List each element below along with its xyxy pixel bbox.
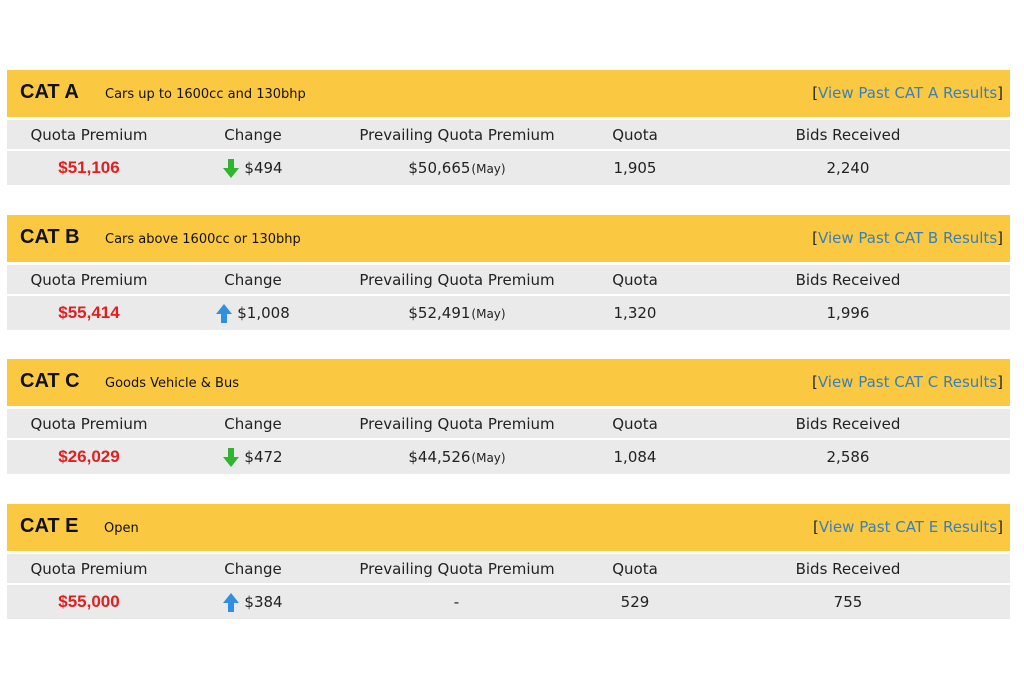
category-description: Cars up to 1600cc and 130bhp — [105, 87, 306, 102]
header-change: Change — [224, 270, 282, 289]
view-past-cat-b-results-link[interactable]: View Past CAT B Results — [818, 229, 998, 247]
header-prevailing-quota-premium: Prevailing Quota Premium — [359, 559, 555, 578]
header-prevailing-quota-premium: Prevailing Quota Premium — [359, 414, 555, 433]
bids-received-value: 2,586 — [826, 448, 870, 466]
category-cat-e: CAT E Open [View Past CAT E Results] Quo… — [7, 504, 1010, 619]
value-row: $26,029 $472 $44,526 (May) 1,084 2,586 — [7, 440, 1010, 474]
prevailing-cell: - — [335, 585, 579, 619]
category-cat-b: CAT B Cars above 1600cc or 130bhp [View … — [7, 215, 1010, 330]
prevailing-cell: $52,491 (May) — [335, 296, 579, 330]
prevailing-premium-value: $44,526 — [408, 448, 471, 466]
column-header-row: Quota Premium Change Prevailing Quota Pr… — [7, 554, 1010, 583]
header-bids-received: Bids Received — [795, 125, 901, 144]
bids-received-value: 1,996 — [826, 304, 870, 322]
prevailing-month: (May) — [471, 451, 506, 465]
header-change: Change — [224, 414, 282, 433]
premium-cell: $55,000 — [7, 585, 171, 619]
prevailing-cell: $44,526 (May) — [335, 440, 579, 474]
category-header: CAT A Cars up to 1600cc and 130bhp [View… — [7, 70, 1010, 117]
value-row: $55,000 $384 - 529 755 — [7, 585, 1010, 619]
link-bracket-close: ] — [997, 84, 1003, 102]
bids-received-value: 2,240 — [826, 159, 870, 177]
prevailing-premium-value: - — [453, 593, 460, 611]
header-quota: Quota — [612, 559, 658, 578]
change-cell: $494 — [171, 151, 335, 185]
premium-cell: $26,029 — [7, 440, 171, 474]
header-quota-premium: Quota Premium — [30, 125, 148, 144]
header-quota: Quota — [612, 125, 658, 144]
category-code: CAT B — [20, 226, 80, 248]
past-results-link-wrapper: [View Past CAT C Results] — [812, 373, 1003, 391]
column-header-row: Quota Premium Change Prevailing Quota Pr… — [7, 265, 1010, 294]
category-header: CAT E Open [View Past CAT E Results] — [7, 504, 1010, 551]
change-cell: $472 — [171, 440, 335, 474]
value-row: $55,414 $1,008 $52,491 (May) 1,320 1,996 — [7, 296, 1010, 330]
bids-received-value: 755 — [833, 593, 863, 611]
down-arrow-icon — [223, 158, 240, 178]
header-quota: Quota — [612, 270, 658, 289]
past-results-link-wrapper: [View Past CAT B Results] — [812, 229, 1003, 247]
category-code: CAT A — [20, 81, 79, 103]
quota-value: 1,905 — [613, 159, 657, 177]
prevailing-premium-value: $52,491 — [408, 304, 471, 322]
header-bids-received: Bids Received — [795, 270, 901, 289]
change-cell: $384 — [171, 585, 335, 619]
quota-premium-value: $51,106 — [58, 158, 120, 177]
header-prevailing-quota-premium: Prevailing Quota Premium — [359, 270, 555, 289]
header-prevailing-quota-premium: Prevailing Quota Premium — [359, 125, 555, 144]
down-arrow-icon — [223, 447, 240, 467]
category-header: CAT C Goods Vehicle & Bus [View Past CAT… — [7, 359, 1010, 406]
premium-cell: $55,414 — [7, 296, 171, 330]
category-description: Cars above 1600cc or 130bhp — [105, 232, 301, 247]
header-quota-premium: Quota Premium — [30, 414, 148, 433]
up-arrow-icon — [223, 592, 240, 612]
header-bids-received: Bids Received — [795, 414, 901, 433]
quota-premium-value: $55,000 — [58, 592, 120, 611]
category-cat-a: CAT A Cars up to 1600cc and 130bhp [View… — [7, 70, 1010, 185]
link-bracket-close: ] — [997, 229, 1003, 247]
past-results-link-wrapper: [View Past CAT A Results] — [812, 84, 1003, 102]
header-change: Change — [224, 125, 282, 144]
change-cell: $1,008 — [171, 296, 335, 330]
change-value: $472 — [244, 448, 283, 466]
link-bracket-close: ] — [997, 518, 1003, 536]
quota-value: 1,320 — [613, 304, 657, 322]
link-bracket-close: ] — [997, 373, 1003, 391]
premium-cell: $51,106 — [7, 151, 171, 185]
category-cat-c: CAT C Goods Vehicle & Bus [View Past CAT… — [7, 359, 1010, 474]
category-code: CAT E — [20, 515, 79, 537]
view-past-cat-e-results-link[interactable]: View Past CAT E Results — [818, 518, 998, 536]
header-quota-premium: Quota Premium — [30, 559, 148, 578]
link-bracket-open: [ — [811, 373, 818, 391]
prevailing-premium-value: $50,665 — [408, 159, 471, 177]
prevailing-month: (May) — [471, 162, 506, 176]
prevailing-cell: $50,665 (May) — [335, 151, 579, 185]
change-value: $1,008 — [237, 304, 290, 322]
category-header: CAT B Cars above 1600cc or 130bhp [View … — [7, 215, 1010, 262]
header-quota-premium: Quota Premium — [30, 270, 148, 289]
quota-value: 529 — [620, 593, 650, 611]
category-description: Open — [104, 521, 139, 536]
link-bracket-open: [ — [812, 229, 819, 247]
column-header-row: Quota Premium Change Prevailing Quota Pr… — [7, 120, 1010, 149]
header-bids-received: Bids Received — [795, 559, 901, 578]
view-past-cat-a-results-link[interactable]: View Past CAT A Results — [818, 84, 998, 102]
category-code: CAT C — [20, 370, 80, 392]
category-description: Goods Vehicle & Bus — [105, 376, 239, 391]
up-arrow-icon — [216, 303, 233, 323]
header-change: Change — [224, 559, 282, 578]
link-bracket-open: [ — [812, 518, 819, 536]
header-quota: Quota — [612, 414, 658, 433]
quota-premium-value: $55,414 — [58, 303, 120, 322]
prevailing-month: (May) — [471, 307, 506, 321]
value-row: $51,106 $494 $50,665 (May) 1,905 2,240 — [7, 151, 1010, 185]
quota-premium-value: $26,029 — [58, 447, 120, 466]
past-results-link-wrapper: [View Past CAT E Results] — [813, 518, 1003, 536]
link-bracket-open: [ — [812, 84, 819, 102]
change-value: $494 — [244, 159, 283, 177]
change-value: $384 — [244, 593, 283, 611]
column-header-row: Quota Premium Change Prevailing Quota Pr… — [7, 409, 1010, 438]
view-past-cat-c-results-link[interactable]: View Past CAT C Results — [817, 373, 998, 391]
quota-value: 1,084 — [613, 448, 657, 466]
